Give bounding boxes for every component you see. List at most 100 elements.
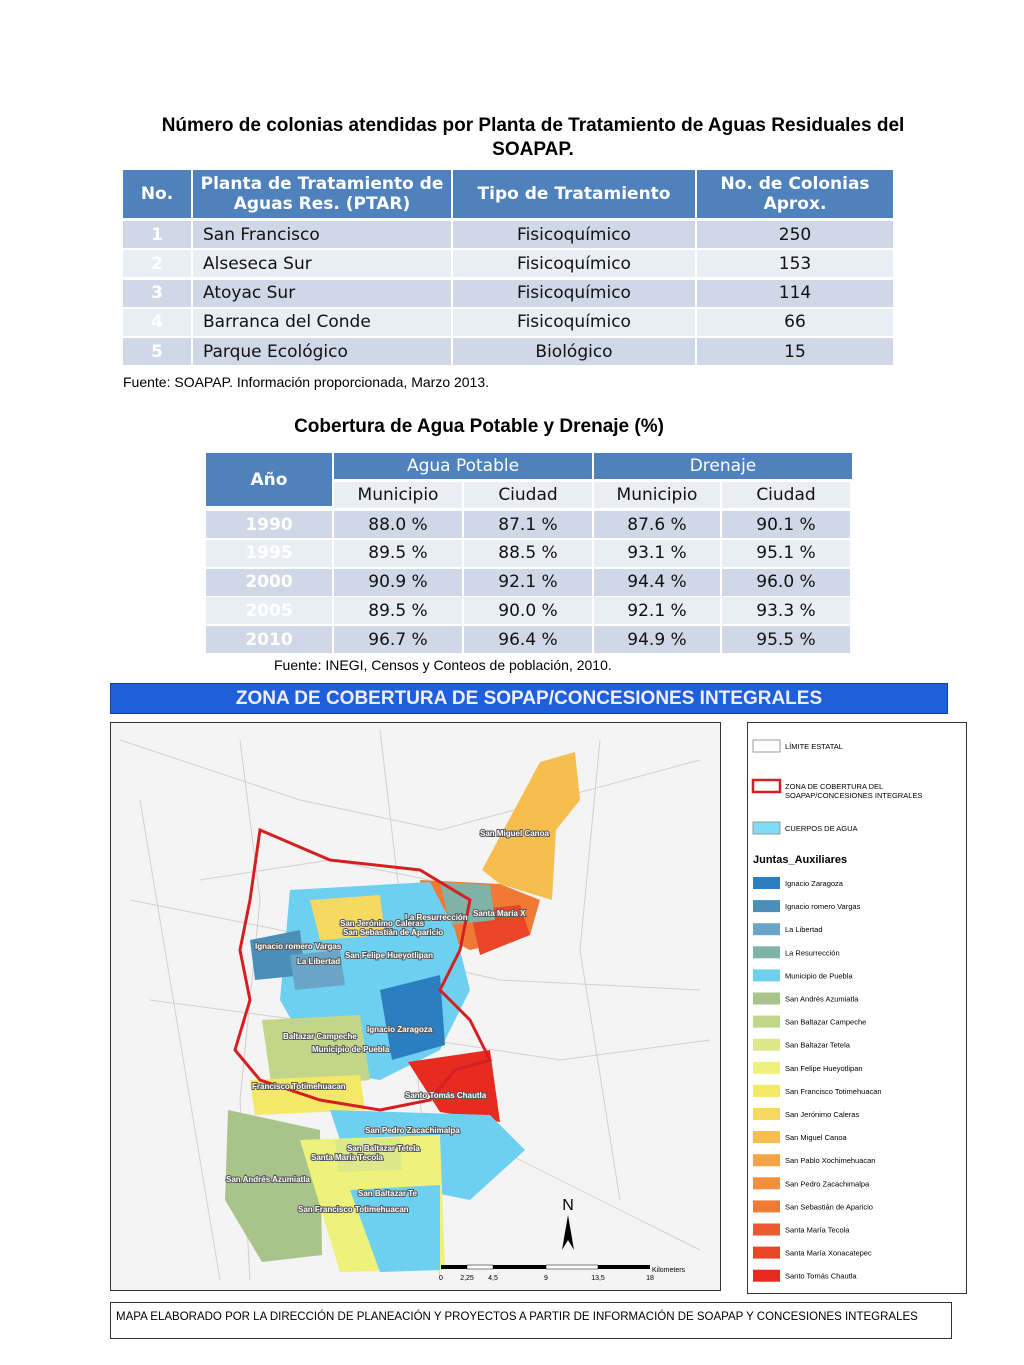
legend-swatch bbox=[753, 1061, 780, 1074]
legend-label: San Sebastián de Aparicio bbox=[785, 1202, 873, 1211]
legend-swatch bbox=[753, 969, 780, 982]
legend-swatch bbox=[753, 877, 780, 889]
subheader-cell: Ciudad bbox=[464, 482, 592, 508]
cell: 89.5 % bbox=[334, 597, 462, 625]
cell: 2000 bbox=[206, 568, 332, 596]
legend-label: Ignacio romero Vargas bbox=[785, 902, 861, 911]
map-label: San Felipe Hueyotlipan bbox=[345, 951, 433, 960]
header-cell: No. bbox=[123, 170, 191, 218]
cell: 90.9 % bbox=[334, 568, 462, 596]
legend-label: LÍMITE ESTATAL bbox=[785, 742, 843, 751]
legend-swatch bbox=[753, 1200, 780, 1213]
zone bbox=[250, 930, 305, 980]
footer: MAPA ELABORADO POR LA DIRECCIÓN DE PLANE… bbox=[110, 1302, 952, 1339]
legend-label: CUERPOS DE AGUA bbox=[785, 824, 858, 833]
map-label: Santa María Tecola bbox=[311, 1153, 383, 1162]
cell: 90.1 % bbox=[722, 511, 850, 538]
map-label: Baltazar Campeche bbox=[283, 1032, 357, 1041]
cell: 4 bbox=[123, 308, 191, 336]
legend-swatch bbox=[753, 1038, 780, 1051]
cell: 88.0 % bbox=[334, 511, 462, 538]
north-label: N bbox=[562, 1197, 574, 1214]
header-cell: No. de Colonias Aprox. bbox=[697, 170, 893, 218]
cell: 66 bbox=[697, 308, 893, 336]
source: Fuente: SOAPAP. Información proporcionad… bbox=[123, 374, 490, 390]
cell: 114 bbox=[697, 279, 893, 307]
cell: 92.1 % bbox=[594, 597, 720, 625]
map-label: San Jerónimo Caleras bbox=[340, 919, 425, 928]
legend-swatch bbox=[753, 1223, 780, 1236]
header-cell: Drenaje bbox=[594, 453, 852, 479]
cell: 2010 bbox=[206, 626, 332, 654]
cell: 15 bbox=[697, 338, 893, 366]
zone bbox=[262, 1015, 370, 1090]
scale-unit: Kilometers bbox=[652, 1267, 686, 1274]
legend-swatch bbox=[753, 1015, 780, 1028]
cell: Fisicoquímico bbox=[453, 308, 695, 336]
scale-bar bbox=[441, 1264, 650, 1270]
zone bbox=[335, 1138, 402, 1172]
zone bbox=[290, 950, 345, 990]
cell: Biológico bbox=[453, 338, 695, 366]
map-label: San Andrés Azumiatla bbox=[226, 1175, 310, 1184]
legend-label: San Francisco Totimehuacan bbox=[785, 1087, 882, 1096]
zone bbox=[310, 895, 385, 940]
coverage-outline bbox=[233, 827, 493, 1112]
map-label: San Baltazar Tetela bbox=[347, 1144, 420, 1153]
subheader-cell: Municipio bbox=[594, 482, 720, 508]
cell: 96.0 % bbox=[722, 568, 850, 596]
cell: 96.7 % bbox=[334, 626, 462, 654]
subheader-cell: Ciudad bbox=[722, 482, 850, 508]
zone bbox=[440, 882, 495, 925]
cell: 5 bbox=[123, 338, 191, 366]
scale-tick-label: 13,5 bbox=[591, 1275, 605, 1282]
cell: 2 bbox=[123, 250, 191, 278]
legend-swatch bbox=[751, 778, 782, 794]
map-label: San Sebastián de Aparicio bbox=[343, 928, 443, 937]
legend-swatch bbox=[753, 900, 780, 913]
legend-swatch bbox=[753, 923, 780, 936]
zone bbox=[225, 1110, 322, 1262]
cell: 90.0 % bbox=[464, 597, 592, 625]
subheader-cell: Municipio bbox=[334, 482, 462, 508]
map-label: Santo Tomás Chautla bbox=[405, 1091, 487, 1100]
legend-swatch bbox=[753, 1246, 780, 1259]
scale-tick-label: 2,25 bbox=[460, 1275, 474, 1282]
legend-label: San Miguel Canoa bbox=[785, 1133, 848, 1142]
legend-swatch bbox=[753, 1131, 780, 1144]
cell: 2005 bbox=[206, 597, 332, 625]
cell: Fisicoquímico bbox=[453, 221, 695, 248]
scale-tick-label: 0 bbox=[439, 1275, 443, 1282]
header-cell: Agua Potable bbox=[334, 453, 592, 479]
map-label: San Baltazar Te bbox=[358, 1189, 418, 1198]
legend-frame bbox=[747, 722, 967, 1294]
legend-label: San Baltazar Campeche bbox=[785, 1018, 866, 1027]
legend-label: La Libertad bbox=[785, 925, 823, 934]
legend-swatch bbox=[753, 946, 780, 959]
table-1: Número de colonias atendidas por Planta … bbox=[0, 0, 1024, 400]
cell: 95.5 % bbox=[722, 626, 850, 654]
cell: Fisicoquímico bbox=[453, 250, 695, 278]
cell: 87.6 % bbox=[594, 511, 720, 538]
cell: 89.5 % bbox=[334, 539, 462, 567]
table-title: Cobertura de Agua Potable y Drenaje (%) bbox=[294, 416, 664, 437]
cell: 1995 bbox=[206, 539, 332, 567]
cell: Barranca del Conde bbox=[193, 308, 451, 336]
cell: 93.3 % bbox=[722, 597, 850, 625]
legend-label: San Jerónimo Caleras bbox=[785, 1110, 859, 1119]
zone bbox=[408, 1050, 500, 1122]
legend-swatch bbox=[753, 1154, 780, 1167]
legend-label: Santa María Xonacatepec bbox=[785, 1249, 872, 1258]
legend: Juntas_Auxiliares LÍMITE ESTATAL ZONA DE … bbox=[747, 722, 967, 1294]
legend-label: San Pedro Zacachimalpa bbox=[785, 1179, 870, 1188]
map: San Miguel Canoa La Resurrección Santa Mar… bbox=[110, 722, 721, 1291]
legend-label: Santo Tomás Chautla bbox=[785, 1272, 857, 1281]
header-cell: Año bbox=[206, 453, 332, 506]
table-2: Cobertura de Agua Potable y Drenaje (%) … bbox=[0, 400, 1024, 680]
header-cell: Tipo de Tratamiento bbox=[453, 170, 695, 218]
legend-swatch bbox=[753, 1084, 780, 1097]
cell: 3 bbox=[123, 279, 191, 307]
zone bbox=[380, 975, 445, 1060]
legend-label: La Resurrección bbox=[785, 948, 840, 957]
